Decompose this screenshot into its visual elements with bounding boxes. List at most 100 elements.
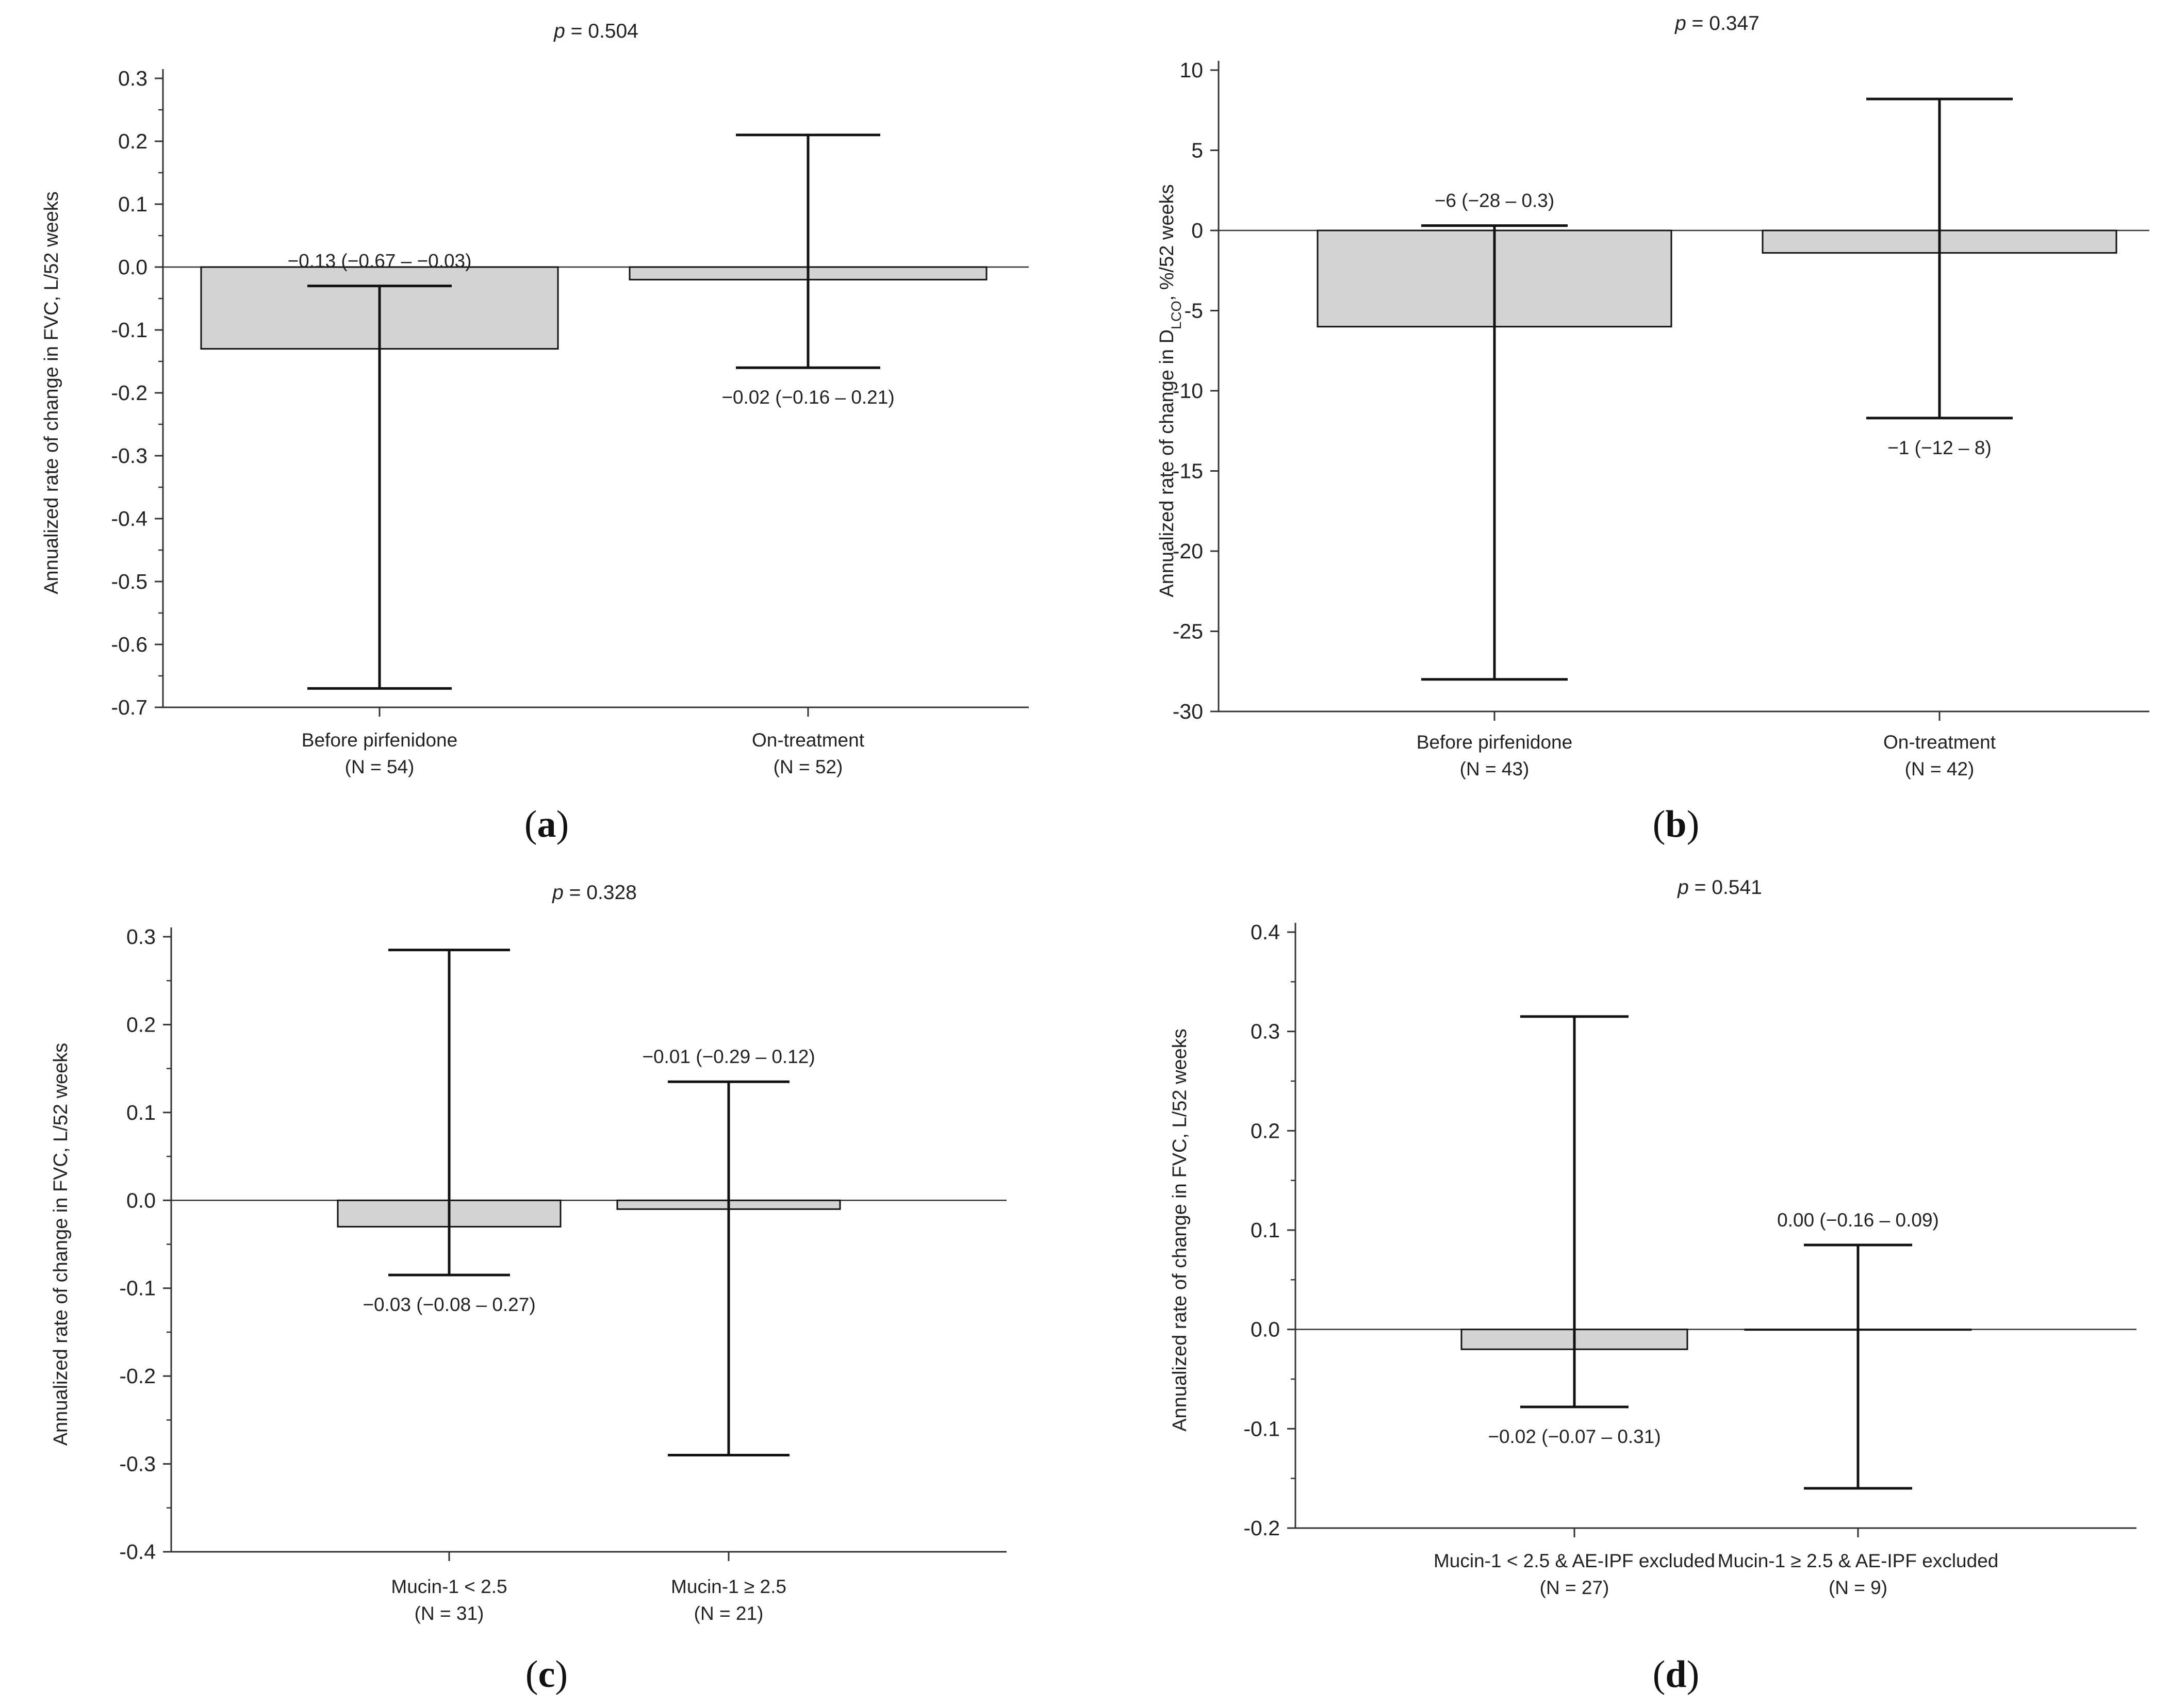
y-tick-label: -0.1 [1243,1417,1280,1440]
y-tick-label: -0.2 [111,381,147,405]
panel-letter-close: ) [555,1653,568,1696]
p-value-number: = 0.541 [1689,876,1762,899]
y-tick-label: -5 [1185,299,1203,323]
y-axis-label: Annualized rate of change in FVC, L/52 w… [41,191,62,594]
panel-d: 0.4 0.3 0.2 0.1 0.0 -0.1 -0.2 Mucin-1 < 2.5 & A… [1169,876,2136,1696]
y-tick-label: -0.2 [119,1364,156,1388]
y-axis-label: Annualized rate of change in DLCO, %/52 … [1156,184,1184,597]
y-tick-label: -0.3 [111,444,147,468]
p-value-symbol: p [553,20,565,42]
y-tick-label: 0.3 [126,925,156,949]
category-label: On-treatment [1883,732,1996,753]
y-axis-label-main: Annualized rate of change in FVC, L/52 w… [1169,1029,1191,1432]
data-annotation: −6 (−28 – 0.3) [1435,190,1554,211]
panel-letter-close: ) [1687,1653,1700,1696]
panel-letter-open: ( [1653,1653,1666,1696]
data-annotation: 0.00 (−0.16 – 0.09) [1777,1209,1939,1231]
category-label: Before pirfenidone [1417,732,1572,753]
y-tick-label: -25 [1173,620,1203,643]
category-label: Before pirfenidone [302,729,457,751]
y-tick-label: 0.3 [1251,1020,1280,1043]
y-tick-label: 0.1 [118,192,147,216]
panel-letter-close: ) [1687,803,1700,845]
y-axis-label-main: Annualized rate of change in D [1156,329,1178,598]
category-label: Mucin-1 < 2.5 [391,1576,507,1597]
y-tick-label: -0.1 [119,1276,156,1300]
panel-letter-close: ) [556,803,569,845]
category-n-label: (N = 52) [774,756,843,777]
p-value-label: p = 0.504 [553,20,638,42]
data-annotation: −0.01 (−0.29 – 0.12) [642,1046,815,1067]
y-tick-label: 0.0 [118,255,147,279]
y-tick-label: 0.4 [1251,920,1280,944]
y-tick-label: 0 [1191,219,1203,242]
y-tick-label: -0.6 [111,633,147,656]
category-label: Mucin-1 ≥ 2.5 [671,1576,786,1597]
panel-letter-text: b [1665,803,1686,845]
y-tick-label: 5 [1191,139,1203,162]
panel-c: 0.3 0.2 0.1 0.0 -0.1 -0.2 -0.3 -0.4 Mucin-1 < 2.… [50,882,1007,1696]
y-tick-label: -30 [1173,700,1203,723]
data-annotation: −0.03 (−0.08 – 0.27) [363,1294,535,1315]
y-tick-label: 0.2 [118,129,147,153]
y-axis-label-subscript: LCO [1169,301,1184,329]
category-n-label: (N = 21) [694,1603,764,1624]
y-tick-label: -0.2 [1243,1516,1280,1540]
panel-b: 10 5 0 -5 -10 -15 -20 -25 -30 Before pirfenidone (… [1156,12,2149,845]
p-value-number: = 0.504 [565,20,638,42]
y-tick-label: -10 [1173,379,1203,403]
category-n-label: (N = 54) [345,756,415,777]
p-value-number: = 0.328 [564,882,637,904]
y-axis-label-main: Annualized rate of change in FVC, L/52 w… [50,1043,72,1446]
p-value-symbol: p [1677,876,1689,899]
panel-letter-open: ( [525,1653,538,1696]
y-tick-label: 0.0 [1251,1318,1280,1341]
p-value-label: p = 0.347 [1674,12,1760,35]
p-value-symbol: p [1674,12,1686,35]
panel-letter-text: d [1665,1653,1686,1696]
y-tick-label: 0.1 [126,1101,156,1124]
data-annotation: −1 (−12 – 8) [1887,437,1992,458]
y-tick-label: 0.0 [126,1188,156,1212]
p-value-label: p = 0.328 [552,882,637,904]
y-tick-label: -15 [1173,459,1203,483]
y-tick-label: 0.2 [1251,1119,1280,1142]
y-axis-label-main: Annualized rate of change in FVC, L/52 w… [41,191,62,594]
category-label: On-treatment [752,729,865,751]
y-axis-label-suffix: , %/52 weeks [1156,184,1178,301]
y-tick-label: -0.7 [111,695,147,719]
y-axis-label: Annualized rate of change in FVC, L/52 w… [1169,1029,1191,1432]
y-tick-label: 0.2 [126,1013,156,1036]
category-n-label: (N = 43) [1460,758,1530,780]
category-n-label: (N = 42) [1905,758,1975,780]
data-annotation: −0.02 (−0.07 – 0.31) [1488,1426,1661,1447]
y-tick-label: -0.4 [111,507,147,530]
y-tick-label: -0.1 [111,318,147,342]
y-axis-label: Annualized rate of change in FVC, L/52 w… [50,1043,72,1446]
category-n-label: (N = 9) [1829,1577,1887,1598]
y-tick-label: 0.1 [1251,1218,1280,1242]
y-tick-label: -0.3 [119,1452,156,1476]
y-tick-label: 0.3 [118,67,147,90]
panel-letter: (d) [1653,1653,1699,1696]
panel-letter: (c) [525,1653,568,1696]
y-tick-label: -20 [1173,539,1203,563]
p-value-number: = 0.347 [1686,12,1760,35]
category-n-label: (N = 27) [1540,1577,1609,1598]
panel-letter-text: c [538,1653,555,1696]
p-value-symbol: p [552,882,564,904]
y-tick-label: -0.4 [119,1540,156,1564]
p-value-label: p = 0.541 [1677,876,1762,899]
data-annotation: −0.02 (−0.16 – 0.21) [721,387,894,408]
panel-letter-text: a [537,803,556,845]
panel-letter-open: ( [524,803,537,845]
panel-letter-open: ( [1653,803,1666,845]
panel-letter: (b) [1653,803,1699,845]
category-n-label: (N = 31) [415,1603,484,1624]
y-tick-label: -0.5 [111,570,147,593]
y-tick-label: 10 [1179,58,1203,82]
category-label: Mucin-1 < 2.5 & AE-IPF excluded [1434,1550,1715,1571]
data-annotation: −0.13 (−0.67 – −0.03) [288,251,472,272]
category-label: Mucin-1 ≥ 2.5 & AE-IPF excluded [1718,1550,1999,1571]
